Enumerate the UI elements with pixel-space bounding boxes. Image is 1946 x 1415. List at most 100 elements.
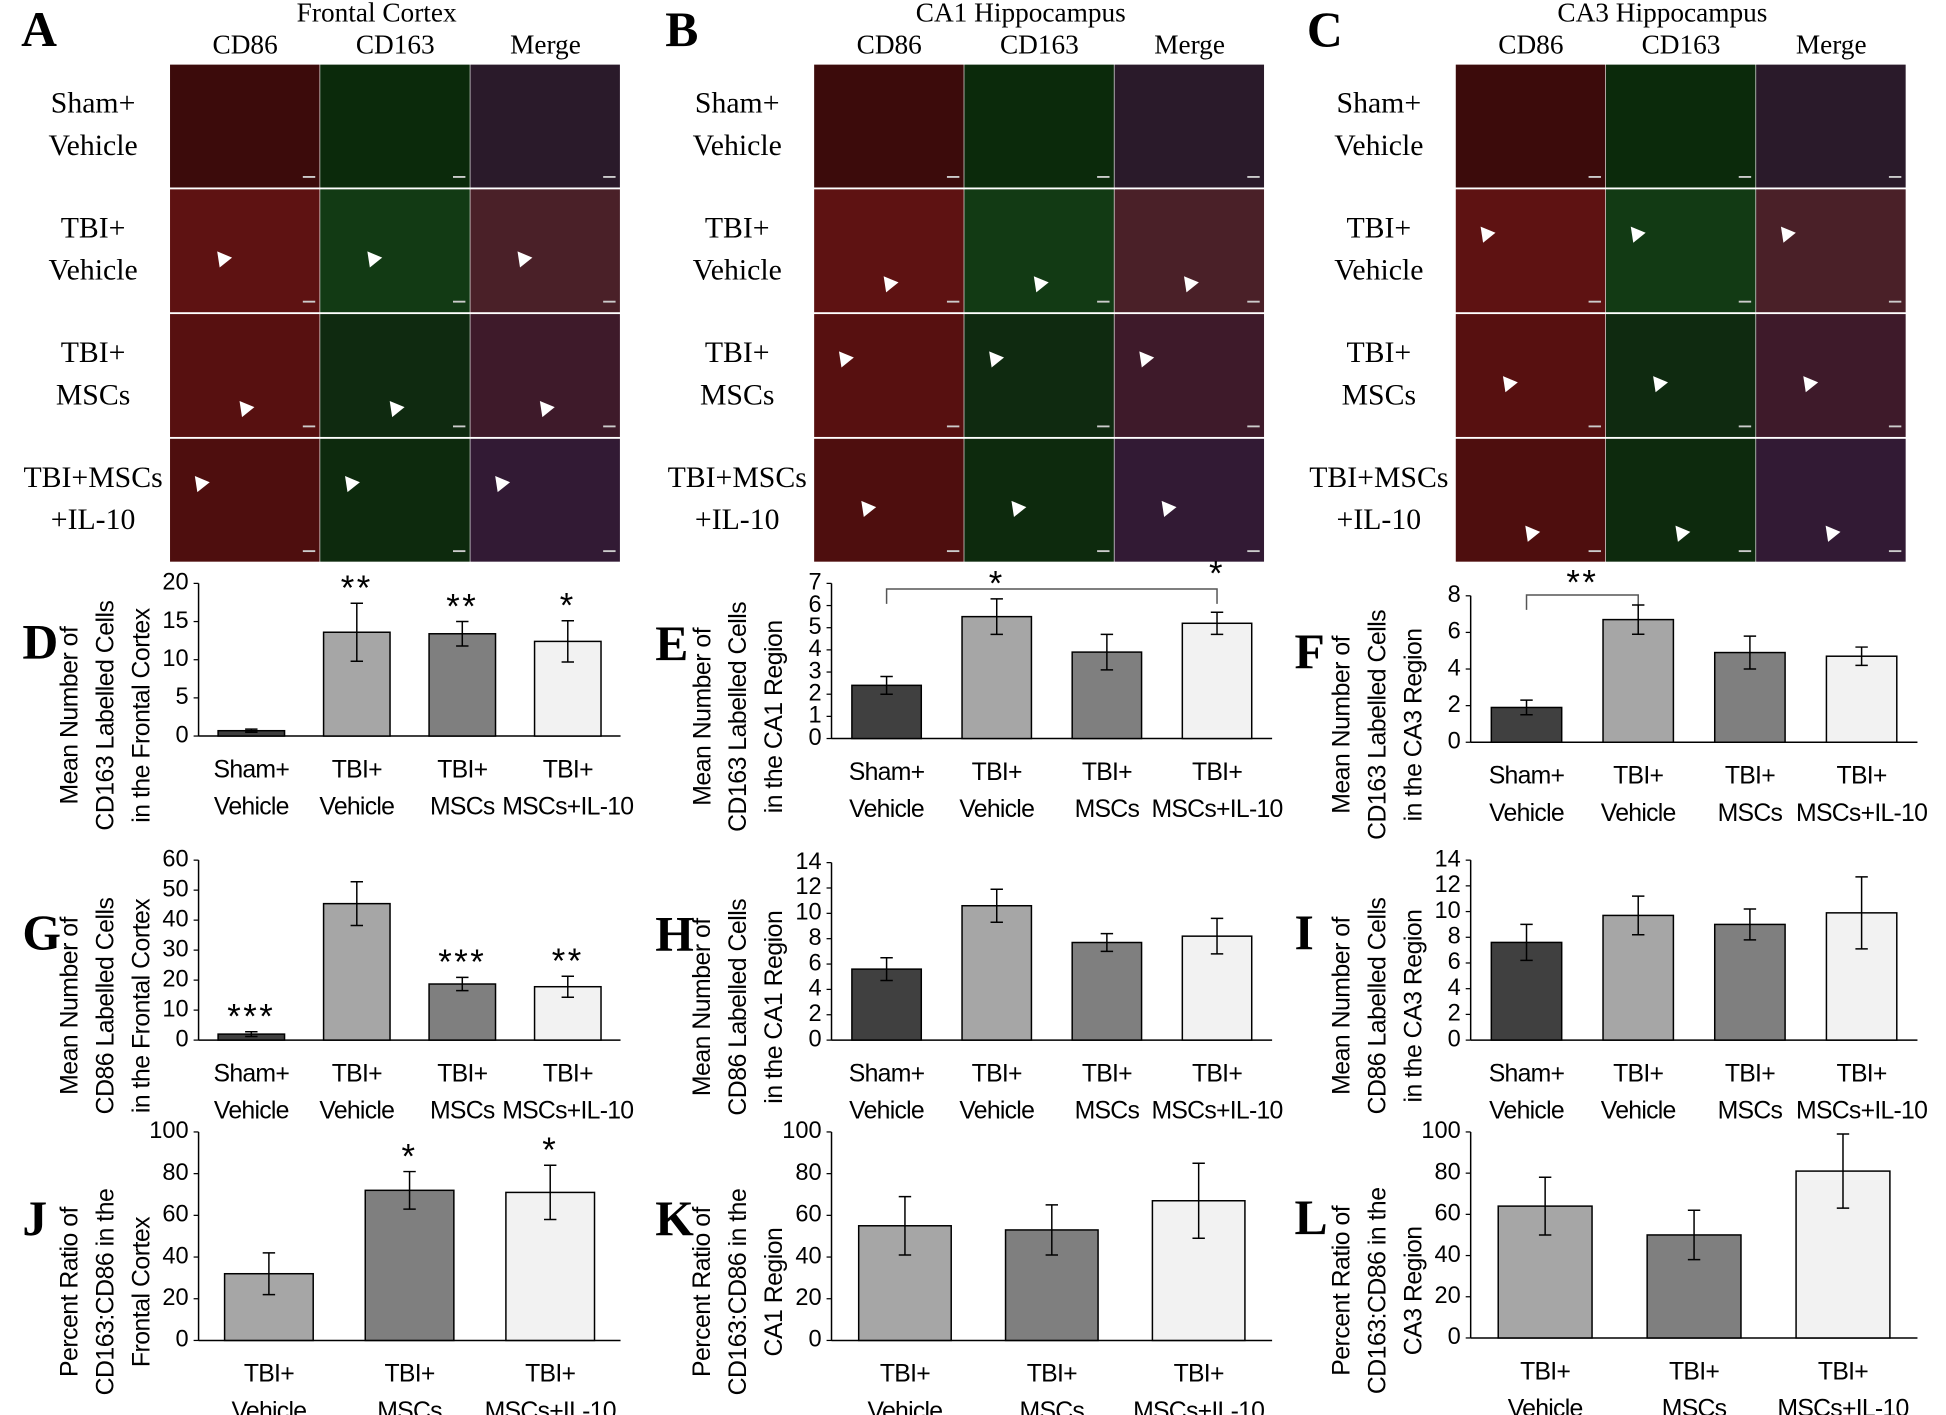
x-tick-label: MSCs <box>1662 1396 1727 1415</box>
x-tick-label: TBI+ <box>1192 759 1242 786</box>
column-header: CD163 <box>1642 30 1721 60</box>
row-label: Vehicle <box>693 254 782 287</box>
micrograph-image <box>964 438 1114 562</box>
y-tick-label: 6 <box>808 591 821 617</box>
row-label: TBI+ <box>1346 211 1411 244</box>
significance-label: * <box>1209 556 1225 594</box>
y-axis-label: Percent Ratio of <box>689 1206 716 1377</box>
arrowhead <box>1780 226 1796 243</box>
significance-label: * <box>560 588 576 626</box>
y-axis-label: CD163 Labelled Cells <box>1364 610 1391 840</box>
y-tick-label: 7 <box>808 569 821 595</box>
y-tick-label: 20 <box>795 1284 821 1310</box>
x-tick-label: Vehicle <box>1601 800 1676 827</box>
column-header: Merge <box>510 30 581 60</box>
micrograph-image <box>470 314 620 437</box>
error-bar <box>1687 1209 1701 1261</box>
x-tick-label: MSCs+IL-10 <box>1151 1098 1282 1125</box>
bar <box>428 633 497 737</box>
x-tick-label: TBI+ <box>1725 1060 1775 1087</box>
x-tick-label: MSCs+IL-10 <box>502 1098 633 1125</box>
x-tick-label: Vehicle <box>231 1398 306 1415</box>
y-tick-label: 40 <box>1435 1241 1461 1267</box>
x-tick-label: Sham+ <box>849 759 925 786</box>
error-bar <box>544 1164 557 1221</box>
micrograph-image <box>1605 189 1756 313</box>
y-tick-label: 10 <box>1435 897 1461 923</box>
x-tick-label: TBI+ <box>1725 763 1775 790</box>
y-axis-label: Mean Number of <box>1328 635 1355 813</box>
micrograph-image <box>814 189 964 313</box>
error-bar <box>1520 699 1533 716</box>
panel-letter: A <box>21 2 57 57</box>
x-tick-label: Vehicle <box>1508 1396 1583 1415</box>
micrograph-image <box>320 438 470 562</box>
x-tick-label: Vehicle <box>959 796 1034 823</box>
error-bar <box>1836 1133 1850 1209</box>
x-tick-label: Vehicle <box>849 1098 924 1125</box>
x-tick-label: MSCs <box>1075 796 1140 823</box>
micrograph-image <box>170 189 320 313</box>
arrowhead <box>1502 376 1518 393</box>
y-axis-label: Mean Number of <box>689 627 716 805</box>
y-tick-label: 10 <box>162 995 188 1021</box>
x-tick-label: Sham+ <box>1489 1060 1565 1087</box>
x-tick-label: MSCs <box>1718 800 1783 827</box>
x-tick-label: TBI+ <box>1613 1060 1663 1087</box>
panel-letter: K <box>655 1191 694 1246</box>
error-bar <box>456 620 469 647</box>
micrograph-image <box>1114 438 1265 562</box>
y-axis-label: Percent Ratio of <box>56 1206 83 1377</box>
y-tick-label: 5 <box>176 683 189 709</box>
row-label: MSCs <box>700 378 774 411</box>
y-axis-label: in the Frontal Cortex <box>128 607 155 822</box>
row-label: Vehicle <box>1334 254 1423 287</box>
significance-label: *** <box>227 998 275 1036</box>
x-tick-label: MSCs <box>1718 1098 1783 1125</box>
row-label: MSCs <box>1342 378 1416 411</box>
x-tick-label: TBI+ <box>332 1060 382 1087</box>
row-label: TBI+ <box>705 336 770 369</box>
y-tick-label: 6 <box>1448 948 1461 974</box>
micrograph-image <box>1605 438 1756 562</box>
significance-bracket <box>1525 594 1639 610</box>
y-axis-label: Mean Number of <box>56 916 83 1094</box>
arrowhead <box>495 476 511 493</box>
error-bar <box>1520 923 1533 962</box>
micrograph-image <box>170 438 320 562</box>
bar <box>1602 914 1675 1041</box>
arrowhead <box>1139 351 1155 368</box>
x-tick-label: TBI+ <box>384 1361 434 1388</box>
significance-bracket <box>885 588 1218 604</box>
significance-label: *** <box>438 944 486 982</box>
y-axis-label: CD163 Labelled Cells <box>92 600 119 830</box>
row-label: +IL-10 <box>51 503 136 536</box>
y-tick-label: 2 <box>808 1000 821 1026</box>
y-tick-label: 40 <box>162 1242 188 1268</box>
error-bar <box>561 975 574 998</box>
y-tick-label: 0 <box>1448 1025 1461 1051</box>
micrograph-image <box>470 189 620 313</box>
x-tick-label: Vehicle <box>849 796 924 823</box>
error-bar <box>1855 646 1868 667</box>
y-tick-label: 1 <box>808 702 821 728</box>
x-tick-label: MSCs <box>430 1098 495 1125</box>
y-tick-label: 0 <box>176 1326 189 1352</box>
y-tick-label: 20 <box>1435 1282 1461 1308</box>
error-bar <box>350 881 364 927</box>
error-bar <box>245 728 258 733</box>
bar <box>364 1189 455 1342</box>
x-tick-label: TBI+ <box>1082 1060 1132 1087</box>
x-tick-label: Vehicle <box>319 1098 394 1125</box>
arrowhead <box>217 251 233 268</box>
x-tick-label: Sham+ <box>214 1060 290 1087</box>
bar <box>428 983 497 1041</box>
y-tick-label: 100 <box>1421 1117 1460 1143</box>
y-tick-label: 4 <box>808 975 821 1001</box>
panel-title: CA3 Hippocampus <box>1557 0 1767 27</box>
x-tick-label: MSCs+IL-10 <box>1796 800 1927 827</box>
bar <box>1181 622 1253 740</box>
x-tick-label: TBI+ <box>543 756 593 783</box>
y-axis-label: in the CA1 Region <box>761 911 788 1104</box>
x-tick-label: TBI+ <box>1837 763 1887 790</box>
